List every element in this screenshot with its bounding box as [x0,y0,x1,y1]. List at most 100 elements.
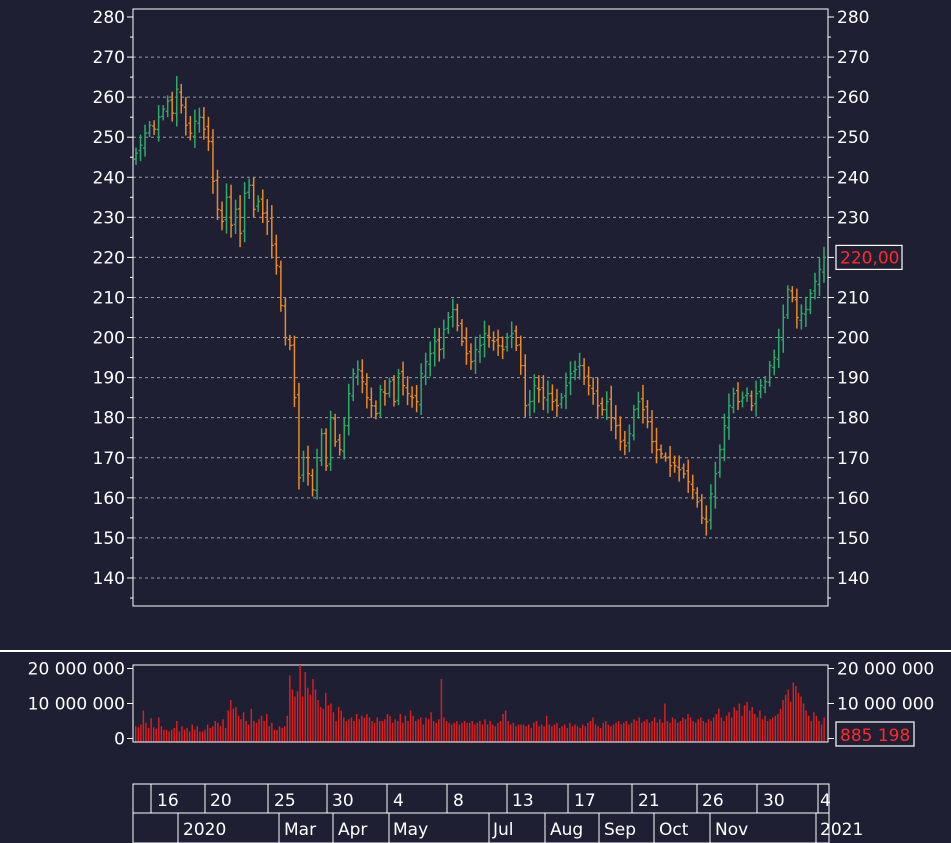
volume-bar [733,707,735,742]
volume-bar [679,721,681,742]
ohlc-bar [758,378,763,399]
volume-bar [474,724,476,742]
volume-bar [815,715,818,742]
price-plot-frame [132,8,829,607]
ohlc-bar [527,389,532,417]
volume-bar [641,722,643,742]
volume-bar [538,726,540,742]
volume-bar [219,726,222,742]
volume-bar [209,728,211,742]
volume-bar [653,717,656,742]
volume-bar [782,700,784,742]
volume-bar [720,717,723,742]
day-label: 25 [274,791,296,811]
volume-bar [281,728,283,742]
volume-bar [384,719,386,742]
volume-bar [548,724,550,742]
last-volume-box [835,721,915,747]
ohlc-bar [500,336,505,360]
ohlc-bar [355,360,360,386]
y-tick-label: 150 [837,529,869,549]
volume-bar [805,710,807,742]
volume-bar [556,722,558,742]
ohlc-bar [726,393,731,440]
ohlc-bar [731,387,736,414]
ohlc-bar [283,298,288,346]
volume-bar [741,715,743,742]
ohlc-bar [315,448,320,500]
y-tick-label: 160 [93,489,125,509]
volume-bar [607,724,610,742]
volume-bar [227,710,229,742]
volume-bar [774,715,777,742]
volume-bar [687,714,689,742]
ohlc-bar [736,382,740,410]
volume-bar [818,721,820,742]
y-tick-label: 250 [837,128,869,148]
ohlc-bar [536,375,541,403]
volume-bar [718,708,720,742]
volume-bar [350,717,353,742]
day-label: 17 [574,791,596,811]
ohlc-bar [215,169,220,220]
volume-bar [748,710,751,742]
volume-bar [597,726,599,742]
ohlc-bar [785,285,790,319]
day-label: 16 [157,791,179,811]
ohlc-bar [342,417,347,460]
ohlc-bar [613,405,618,440]
volume-bar [258,719,260,742]
volume-bar [150,718,152,742]
volume-bar [268,726,270,742]
volume-bar [186,728,188,742]
volume-bar [337,707,340,742]
volume-tick-label: 10 000 000 [837,695,934,715]
volume-bar [790,701,792,742]
volume-bar [623,722,625,742]
volume-bar [712,717,715,742]
volume-bar [391,722,394,742]
volume-bar [795,686,797,742]
ohlc-bar [423,352,428,386]
volume-bar [659,719,661,742]
ohlc-bar [505,332,510,352]
volume-bar [651,721,653,742]
y-tick-label: 280 [93,8,125,28]
last-price-marker: 220,00 [835,244,903,271]
ohlc-bar [414,385,419,413]
y-tick-label: 190 [837,369,869,389]
ohlc-bar [817,258,822,296]
ohlc-bar [405,376,410,406]
ohlc-bar [278,260,283,312]
volume-bar [820,724,823,742]
ohlc-bar [776,328,781,369]
volume-bar [481,724,484,742]
volume-bar [702,721,705,742]
volume-tick-label: 20 000 000 [837,660,934,680]
volume-bar [620,724,622,742]
volume-bar [432,721,435,742]
volume-bar [738,703,741,742]
volume-bar [307,687,309,742]
ohlc-bar [174,75,179,127]
month-label: Oct [659,820,689,840]
ohlc-bar [699,494,704,525]
volume-bar [345,721,348,742]
ohlc-bar [455,303,460,332]
ohlc-bar [369,387,374,418]
volume-bar [422,724,425,742]
volume-bar [191,724,193,742]
ohlc-bar [382,380,387,406]
volume-bar [443,717,445,742]
volume-bar [579,728,581,742]
ohlc-bar [170,91,175,122]
ohlc-bar [396,368,401,406]
ohlc-bar [487,325,492,348]
volume-bar [751,707,753,742]
ohlc-bar [668,445,673,477]
volume-bar [553,724,556,742]
volume-bar [756,717,759,742]
day-label: 13 [512,791,534,811]
day-label: 4 [393,791,404,811]
volume-bar [515,726,517,742]
